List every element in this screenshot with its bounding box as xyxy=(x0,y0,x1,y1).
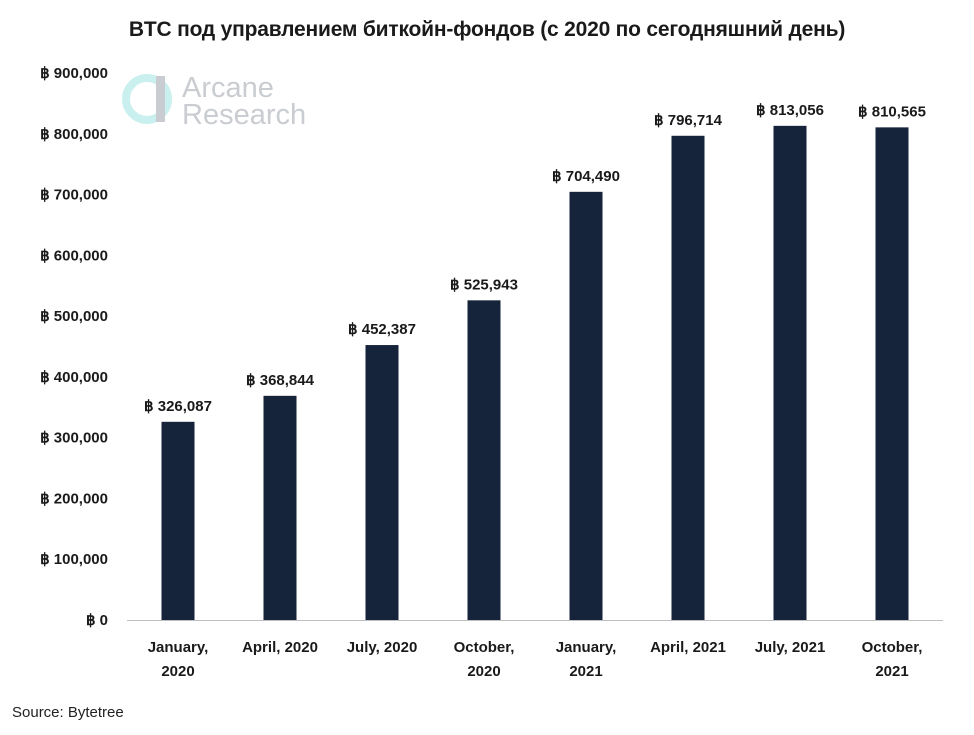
data-label: ฿ 810,565 xyxy=(858,103,926,120)
bar xyxy=(773,125,807,621)
y-tick-label: ฿ 100,000 xyxy=(40,551,108,568)
bar xyxy=(671,135,705,620)
x-tick-label: July, 2021 xyxy=(755,639,826,656)
bar xyxy=(467,300,501,620)
watermark-line-2: Research xyxy=(182,99,307,131)
bar xyxy=(365,345,399,620)
y-tick-label: ฿ 200,000 xyxy=(40,490,108,507)
x-tick-label: April, 2020 xyxy=(242,639,318,656)
bar xyxy=(161,421,195,620)
data-label: ฿ 813,056 xyxy=(756,102,824,119)
x-tick-label: January, 2020 xyxy=(148,639,209,680)
x-tick-label: October, 2020 xyxy=(454,639,515,680)
x-tick-label: October, 2021 xyxy=(862,639,923,680)
x-axis-ticks: January, 2020 April, 2020 July, 2020 October… xyxy=(148,639,923,680)
data-label: ฿ 452,387 xyxy=(348,321,416,338)
x-tick-label: July, 2020 xyxy=(347,639,418,656)
data-labels: ฿ 326,087 ฿ 368,844 ฿ 452,387 ฿ 525,943 ฿ 70… xyxy=(144,102,926,415)
bar xyxy=(263,395,297,620)
y-tick-label: ฿ 400,000 xyxy=(40,369,108,386)
source-note: Source: Bytetree xyxy=(12,704,124,721)
y-tick-label: ฿ 600,000 xyxy=(40,247,108,264)
data-label: ฿ 704,490 xyxy=(552,168,620,185)
data-label: ฿ 796,714 xyxy=(654,112,723,129)
y-tick-label: ฿ 700,000 xyxy=(40,187,108,204)
y-tick-label: ฿ 500,000 xyxy=(40,308,108,325)
y-tick-label: ฿ 900,000 xyxy=(40,65,108,82)
data-label: ฿ 326,087 xyxy=(144,398,212,415)
data-label: ฿ 525,943 xyxy=(450,276,518,293)
arcane-research-watermark: Arcane Research xyxy=(120,70,320,130)
y-tick-label: ฿ 800,000 xyxy=(40,126,108,143)
chart-title: BTC под управлением биткойн-фондов (с 20… xyxy=(128,18,846,41)
bar xyxy=(875,127,909,621)
y-tick-label: ฿ 0 xyxy=(86,612,108,629)
x-tick-label: January, 2021 xyxy=(556,639,617,680)
bars xyxy=(161,125,909,621)
bar xyxy=(569,191,603,620)
y-axis-ticks: ฿ 0 ฿ 100,000 ฿ 200,000 ฿ 300,000 ฿ 400,000 ฿… xyxy=(40,65,108,629)
arcane-logo-icon xyxy=(122,74,172,124)
watermark-line-1: Arcane xyxy=(182,72,274,104)
data-label: ฿ 368,844 xyxy=(246,372,315,389)
y-tick-label: ฿ 300,000 xyxy=(40,430,108,447)
x-tick-label: April, 2021 xyxy=(650,639,726,656)
